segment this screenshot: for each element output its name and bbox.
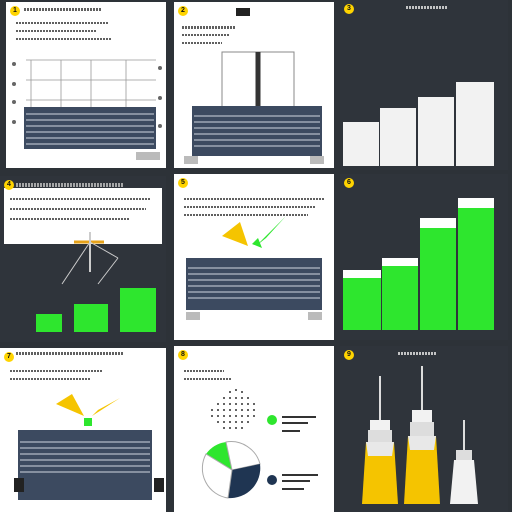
panel-heading-scribble [398, 352, 436, 355]
tower-left [362, 376, 398, 504]
panel-badge: 9 [344, 350, 354, 360]
panel-text-scribble [184, 370, 224, 372]
panel-badge: 7 [4, 352, 14, 362]
panel-heading-scribble [182, 26, 236, 29]
panel-heading-scribble [16, 183, 124, 187]
panel-heading-scribble [24, 8, 102, 11]
white-bar-steps [343, 82, 494, 166]
panel-badge: 5 [178, 178, 188, 188]
panel-megaphone-bars: 4 [0, 176, 166, 342]
panel-badge: 8 [178, 350, 188, 360]
panel-text-scribble [16, 30, 96, 32]
tower-right [450, 420, 478, 504]
panel-text-scribble [182, 34, 230, 36]
dotted-pie-illustration [201, 389, 318, 499]
crane-and-green-bars [4, 232, 162, 342]
panel-heading-scribble [16, 352, 124, 355]
panel-text-scribble [184, 214, 308, 216]
tower-illustrations [362, 366, 478, 504]
panel-text-scribble [10, 370, 102, 372]
panel-text-scribble [182, 42, 222, 44]
panel-building-megaphone-bottom: 7 [0, 348, 166, 512]
building-chart-illustration [12, 59, 162, 160]
green-bar-steps [343, 198, 494, 330]
panel-green-bar-steps: 6 [340, 174, 508, 340]
panel-header-band [4, 188, 162, 244]
building-with-megaphone [186, 216, 322, 320]
panel-text-scribble [184, 198, 324, 200]
panel-bar-steps: 3 [340, 0, 508, 170]
panel-text-scribble [184, 206, 316, 208]
building-megaphone-bottom-illustration [14, 394, 164, 500]
panel-pie-legend: 8 [174, 346, 334, 512]
panel-badge: 6 [344, 178, 354, 188]
building-tower-illustration [184, 8, 324, 164]
panel-text-scribble [10, 208, 146, 210]
panel-badge: 4 [4, 180, 14, 190]
panel-building-tower: 2 [174, 2, 334, 168]
panel-text-scribble [10, 218, 130, 220]
panel-badge: 1 [10, 6, 20, 16]
panel-text-scribble [10, 378, 90, 380]
panel-text-scribble [16, 22, 108, 24]
panel-heading-scribble [406, 6, 448, 9]
tower-middle [404, 366, 440, 504]
panel-text-scribble [16, 38, 112, 40]
panel-badge: 2 [178, 6, 188, 16]
panel-badge: 3 [344, 4, 354, 14]
panel-text-scribble [184, 378, 232, 380]
panel-towers: 9 [340, 346, 508, 512]
panel-text-scribble [10, 198, 150, 200]
panel-building-megaphone: 5 [174, 174, 334, 340]
panel-building-chart: 1 [6, 2, 166, 168]
